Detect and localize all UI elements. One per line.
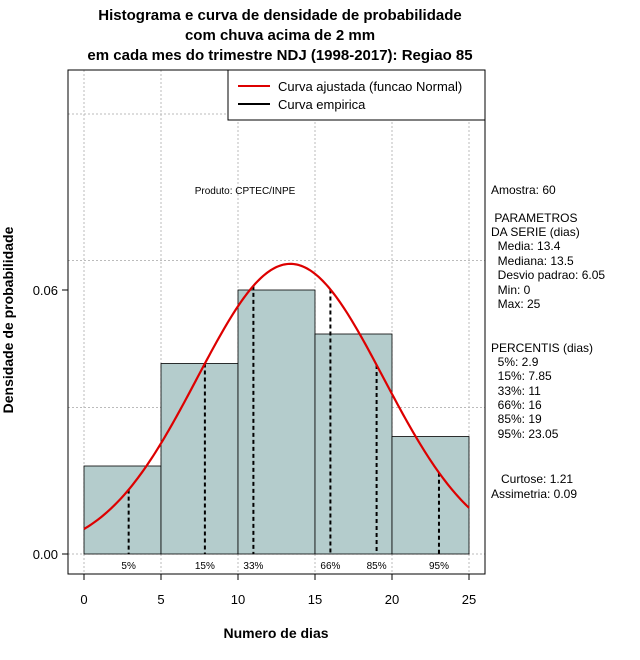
stat-mediana: Mediana: 13.5 xyxy=(491,254,574,268)
stat-p95: 95%: 23.05 xyxy=(491,427,559,441)
stat-p85: 85%: 19 xyxy=(491,412,542,426)
histogram-bar xyxy=(314,333,393,555)
chart-title-line-3: em cada mes do trimestre NDJ (1998-2017)… xyxy=(87,47,473,64)
stat-p66: 66%: 16 xyxy=(491,398,542,412)
percentile-label: 85% xyxy=(367,561,387,572)
y-tick-label: 0.06 xyxy=(33,283,58,298)
x-axis-label: Numero de dias xyxy=(223,625,328,641)
x-tick-label: 0 xyxy=(80,592,87,607)
stat-p5: 5%: 2.9 xyxy=(491,355,539,369)
normal-fit-curve xyxy=(83,262,470,530)
stat-p33: 33%: 11 xyxy=(491,384,541,398)
chart-title-line-2: com chuva acima de 2 mm xyxy=(184,27,376,44)
stat-curtose: Curtose: 1.21 xyxy=(491,472,574,486)
x-tick-label: 25 xyxy=(462,592,476,607)
chart-title-line-1: Histograma e curva de densidade de proba… xyxy=(98,7,462,24)
watermark-text: Produto: CPTEC/INPE xyxy=(195,186,296,197)
histogram-bar xyxy=(237,289,316,555)
percentile-label: 95% xyxy=(429,561,449,572)
x-tick-label: 10 xyxy=(231,592,245,607)
y-tick-label: 0.00 xyxy=(33,547,58,562)
stat-p15: 15%: 7.85 xyxy=(491,369,552,383)
legend-label: Curva empirica xyxy=(278,97,366,112)
percentile-label: 66% xyxy=(320,561,340,572)
histogram-bar xyxy=(160,363,239,555)
legend-box xyxy=(227,69,486,121)
stat-min: Min: 0 xyxy=(491,283,531,297)
stat-desvio: Desvio padrao: 6.05 xyxy=(491,268,606,282)
x-tick-label: 5 xyxy=(157,592,164,607)
stat-percentis-title: PERCENTIS (dias) xyxy=(491,341,594,355)
stat-params-title-2: DA SERIE (dias) xyxy=(491,225,580,239)
stat-params-title-1: PARAMETROS xyxy=(491,211,578,225)
histogram-bar xyxy=(83,465,162,555)
x-tick-label: 15 xyxy=(308,592,322,607)
x-tick-label: 20 xyxy=(385,592,399,607)
stat-assimetria: Assimetria: 0.09 xyxy=(491,487,578,501)
percentile-label: 15% xyxy=(195,561,215,572)
percentile-label: 33% xyxy=(243,561,263,572)
stat-media: Media: 13.4 xyxy=(491,239,561,253)
stat-amostra: Amostra: 60 xyxy=(491,183,556,197)
percentile-label: 5% xyxy=(121,561,136,572)
y-axis-label: Densidade de probabilidade xyxy=(0,226,16,413)
stat-max: Max: 25 xyxy=(491,297,541,311)
legend-label: Curva ajustada (funcao Normal) xyxy=(278,79,462,94)
